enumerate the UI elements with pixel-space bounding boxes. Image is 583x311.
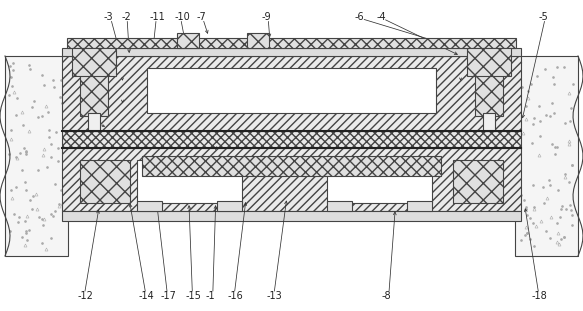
- Text: -14: -14: [139, 291, 154, 301]
- Bar: [72, 48, 116, 76]
- Text: -9: -9: [261, 12, 271, 22]
- Bar: [88, 113, 100, 131]
- Bar: [327, 160, 432, 203]
- Text: -2: -2: [121, 12, 131, 22]
- Text: -8: -8: [382, 291, 392, 301]
- Bar: [80, 61, 108, 116]
- Bar: [217, 201, 242, 211]
- Text: -16: -16: [227, 291, 243, 301]
- Bar: [327, 201, 352, 211]
- Text: -7: -7: [196, 12, 206, 22]
- Bar: [62, 211, 521, 221]
- Bar: [407, 201, 432, 211]
- Text: -3: -3: [104, 12, 114, 22]
- Text: -18: -18: [532, 291, 547, 301]
- Text: -5: -5: [538, 12, 548, 22]
- Bar: [247, 33, 269, 48]
- Text: -17: -17: [160, 291, 176, 301]
- Bar: [5, 56, 68, 256]
- Text: -10: -10: [175, 12, 191, 22]
- Text: -4: -4: [376, 12, 386, 22]
- Bar: [62, 48, 521, 56]
- Bar: [467, 48, 511, 76]
- Bar: [62, 131, 521, 148]
- Bar: [67, 38, 516, 48]
- Bar: [177, 33, 199, 48]
- Bar: [147, 68, 436, 113]
- Bar: [475, 66, 503, 116]
- Bar: [137, 160, 242, 203]
- Bar: [142, 156, 441, 176]
- Bar: [80, 160, 130, 203]
- Bar: [483, 113, 495, 131]
- Text: -11: -11: [149, 12, 165, 22]
- Text: -12: -12: [78, 291, 93, 301]
- Text: -15: -15: [185, 291, 201, 301]
- Bar: [515, 56, 578, 256]
- Text: -13: -13: [267, 291, 283, 301]
- Bar: [62, 56, 521, 131]
- Text: -1: -1: [206, 291, 216, 301]
- Bar: [453, 160, 503, 203]
- Text: -6: -6: [354, 12, 364, 22]
- Bar: [137, 201, 162, 211]
- Bar: [62, 148, 521, 211]
